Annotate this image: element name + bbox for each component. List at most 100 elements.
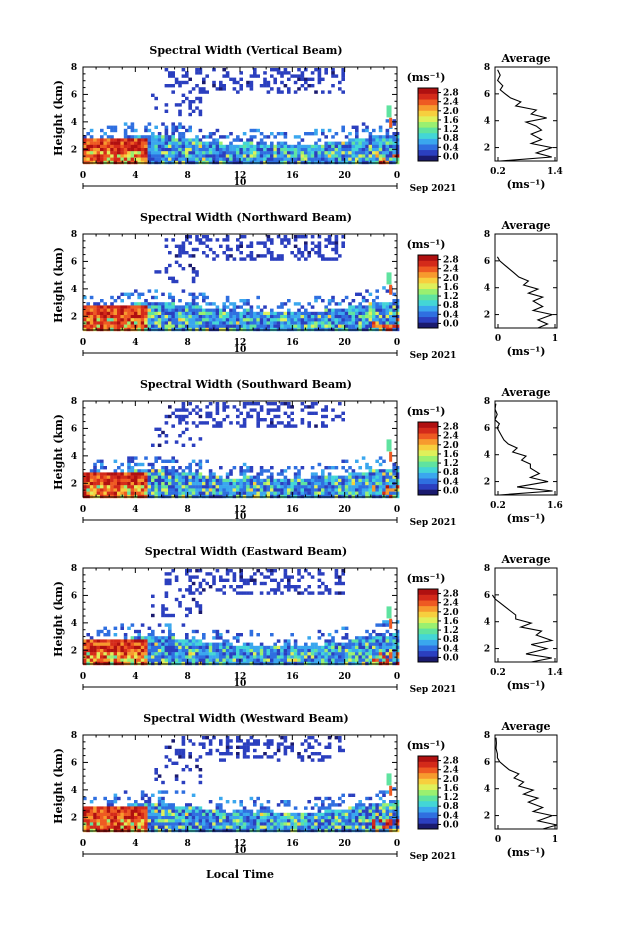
heatmap-cell: [368, 472, 373, 476]
heatmap-cell: [300, 649, 305, 653]
y-tick-label: 4: [71, 118, 77, 128]
heatmap-cell: [123, 488, 128, 492]
y-tick-label: 8: [71, 230, 77, 240]
heatmap-cell: [253, 257, 257, 261]
heatmap-cell: [157, 655, 162, 659]
heatmap-cell: [195, 157, 199, 161]
heatmap-cell: [249, 321, 254, 325]
heatmap-cell: [188, 822, 192, 826]
heatmap-cell: [212, 819, 216, 823]
heatmap-cell: [89, 645, 94, 650]
heatmap-cell: [161, 478, 165, 483]
heatmap-cell: [239, 321, 243, 325]
heatmap-cell: [83, 809, 87, 813]
heatmap-cell: [256, 144, 260, 149]
heatmap-cell: [263, 418, 267, 422]
heatmap-cell: [154, 270, 158, 274]
profile-x-tick-label: 0: [495, 334, 501, 344]
heatmap-cell: [89, 482, 94, 486]
heatmap-cell: [205, 816, 209, 820]
heatmap-cell: [300, 478, 305, 483]
heatmap-cell: [392, 324, 396, 328]
heatmap-cell: [283, 639, 288, 643]
heatmap-cell: [327, 642, 332, 646]
heatmap-cell: [229, 585, 233, 589]
heatmap-cell: [208, 752, 213, 756]
heatmap-cell: [290, 424, 294, 428]
heatmap-cell: [137, 157, 141, 161]
x-tick-label: 8: [185, 505, 191, 515]
heatmap-cell: [140, 812, 145, 817]
heatmap-cell: [341, 649, 345, 653]
profile-title: Average: [500, 52, 550, 65]
colorbar-segment: [418, 316, 438, 323]
heatmap-cell: [358, 157, 362, 161]
heatmap-cell: [208, 151, 213, 155]
heatmap-cell: [110, 488, 114, 492]
heatmap-cell: [147, 308, 152, 312]
profile-x-tick-label: 1.4: [547, 668, 563, 678]
heatmap-cell: [378, 639, 383, 643]
heatmap-cell: [103, 655, 107, 659]
heatmap-cell: [232, 87, 237, 91]
heatmap-cell: [140, 475, 145, 479]
heatmap-cell: [344, 157, 349, 161]
heatmap-cell: [174, 777, 179, 781]
heatmap-cell: [355, 148, 359, 152]
heatmap-cell: [246, 658, 250, 662]
heatmap-cell: [348, 132, 352, 136]
heatmap-cell: [96, 478, 101, 483]
heatmap-cell: [147, 633, 152, 637]
heatmap-cell: [395, 305, 400, 309]
heatmap-cell: [137, 485, 141, 489]
heatmap-cell: [293, 135, 298, 139]
heatmap-cell: [236, 482, 240, 486]
heatmap-cell: [212, 658, 216, 662]
heatmap-cell: [280, 491, 284, 495]
heatmap-cell: [212, 251, 216, 255]
heatmap-cell: [253, 491, 257, 495]
heatmap-cell: [351, 311, 356, 316]
heatmap-cell: [100, 318, 104, 322]
heatmap-cell: [113, 154, 118, 158]
heatmap-cell: [174, 597, 179, 602]
heatmap-cell: [144, 144, 148, 149]
heatmap-cell: [253, 402, 257, 406]
heatmap-cell: [236, 649, 240, 653]
heatmap-cell: [290, 575, 294, 579]
heatmap-cell: [168, 639, 172, 643]
heatmap-cell: [188, 478, 192, 483]
heatmap-cell: [331, 488, 335, 492]
heatmap-cell: [205, 642, 209, 646]
heatmap-cell: [168, 636, 172, 640]
heatmap-cell: [215, 655, 220, 659]
heatmap-cell: [276, 148, 281, 152]
heatmap-cell: [113, 305, 118, 309]
heatmap-cell: [188, 752, 192, 756]
heatmap-cell: [212, 144, 216, 149]
heatmap-cell: [225, 299, 230, 303]
heatmap-cell: [270, 424, 274, 428]
colorbar-tick-label: 1.6: [443, 450, 459, 460]
y-tick-label: 2: [71, 312, 77, 322]
heatmap-cell: [215, 652, 220, 656]
heatmap-cell: [151, 613, 155, 618]
heatmap-cell: [151, 485, 155, 489]
heatmap-cell: [195, 151, 199, 155]
heatmap-cell: [168, 491, 172, 495]
heatmap-cell: [293, 238, 298, 242]
heatmap-cell: [246, 488, 250, 492]
heatmap-cell: [266, 135, 271, 139]
heatmap-cell: [147, 636, 152, 640]
heatmap-cell: [161, 790, 165, 794]
heatmap-cell: [246, 80, 250, 85]
heatmap-cell: [242, 132, 247, 136]
heatmap-cell: [334, 311, 339, 316]
heatmap-cell: [297, 151, 301, 155]
heatmap-cell: [120, 491, 124, 495]
heatmap-cell: [198, 472, 203, 476]
heatmap-cell: [304, 247, 308, 252]
heatmap-cell: [157, 151, 162, 155]
heatmap-cell: [93, 816, 97, 820]
x-tick-label: 4: [132, 672, 138, 682]
